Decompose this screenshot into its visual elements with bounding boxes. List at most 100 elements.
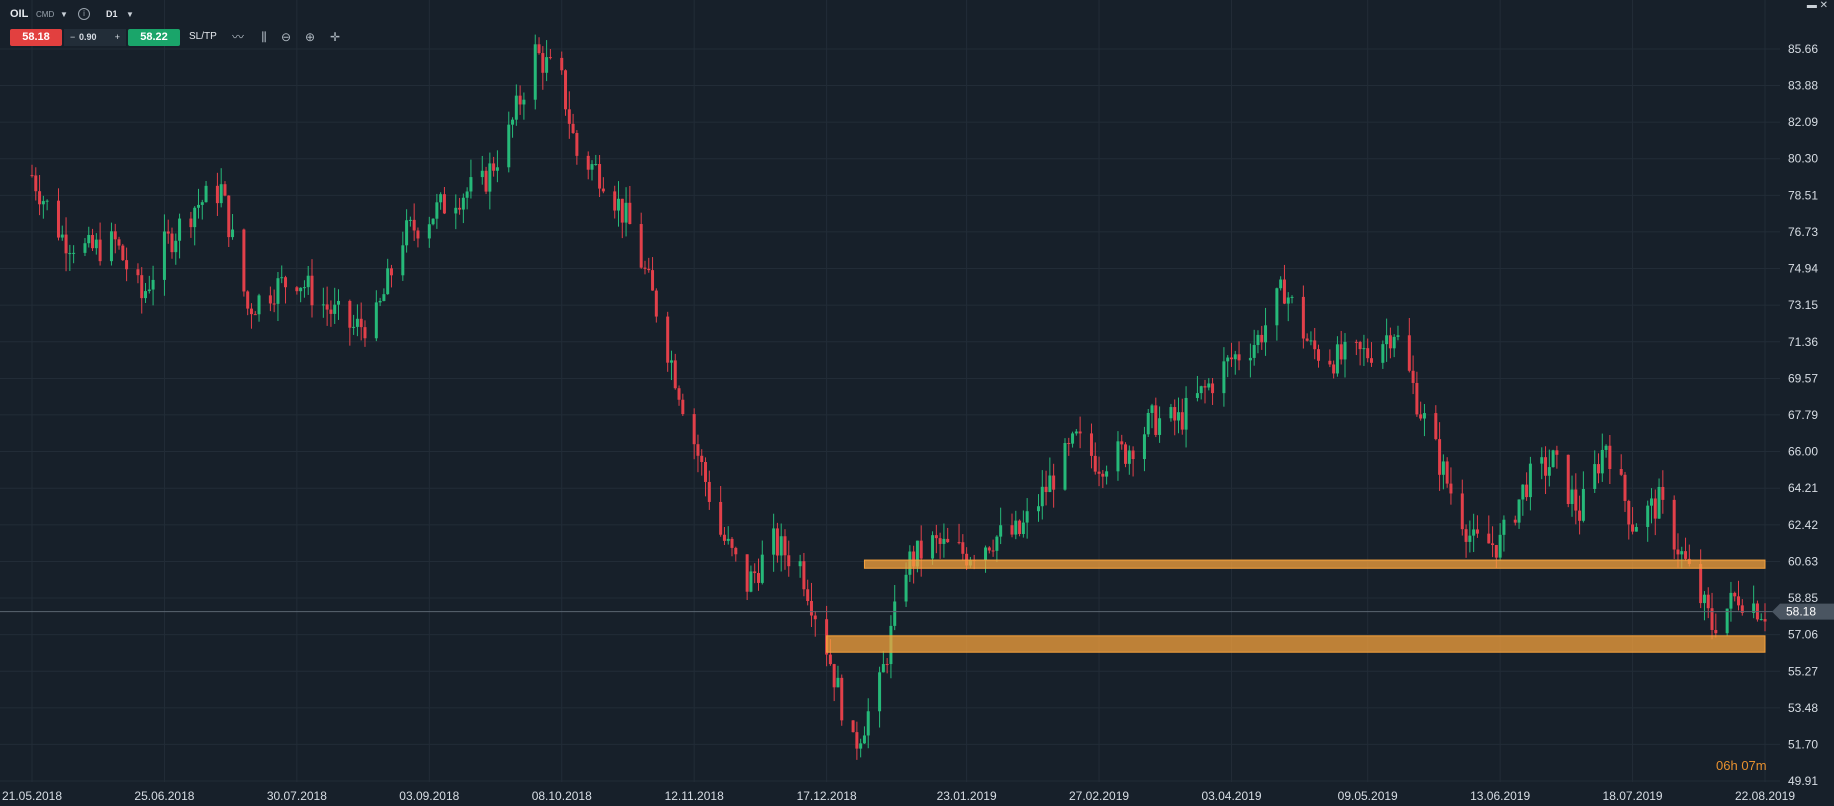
candle-body <box>1248 357 1252 361</box>
candle-body <box>1044 486 1048 493</box>
candle-body <box>1146 412 1150 435</box>
candle-body <box>1089 433 1093 456</box>
candle-body <box>1684 551 1688 559</box>
candle-body <box>166 231 170 234</box>
candle-body <box>885 664 889 666</box>
candle-body <box>125 260 129 270</box>
candle-body <box>1676 549 1680 555</box>
support-zones[interactable] <box>826 559 1766 653</box>
candle-body <box>1472 529 1476 536</box>
countdown-minutes: 07m <box>1741 758 1767 773</box>
support-zone[interactable] <box>826 635 1766 653</box>
candle-body <box>1354 341 1358 343</box>
candle-body <box>219 184 223 204</box>
sell-button[interactable]: 58.18 <box>10 29 62 46</box>
candle-body <box>643 267 647 269</box>
candle-body <box>333 304 337 314</box>
candle-body <box>1328 360 1332 365</box>
candle-body <box>336 300 340 305</box>
candle-body <box>1672 499 1676 550</box>
candle-body <box>673 360 677 389</box>
candle-body <box>1706 594 1710 609</box>
candle-body <box>439 194 443 203</box>
candle-body <box>1264 325 1268 343</box>
candle-body <box>295 287 299 292</box>
candle-body <box>590 164 594 170</box>
zoom-in-icon[interactable]: ⊕ <box>304 30 316 44</box>
candle-body <box>56 200 60 238</box>
info-icon[interactable]: i <box>78 8 90 20</box>
candle-body <box>1631 524 1635 532</box>
candle-body <box>1173 407 1177 421</box>
y-tick-label: 58.85 <box>1788 591 1818 605</box>
candle-body <box>1763 619 1767 622</box>
candle-body <box>1195 393 1199 398</box>
candle-body <box>919 540 923 559</box>
volume-decrease-button[interactable]: − <box>70 32 76 42</box>
candle-body <box>1014 520 1018 535</box>
candle-body <box>382 294 386 301</box>
candle-body <box>461 197 465 210</box>
candle-body <box>405 220 409 246</box>
candle-body <box>38 191 42 205</box>
candle-body <box>511 119 515 125</box>
candle-body <box>193 207 197 228</box>
y-tick-label: 53.48 <box>1788 701 1818 715</box>
candle-body <box>809 600 813 616</box>
candle-body <box>68 253 72 255</box>
candle-body <box>442 194 446 214</box>
candle-body <box>1475 529 1479 534</box>
candle-body <box>734 547 738 555</box>
candle-body <box>1438 439 1442 475</box>
candle-body <box>1494 545 1498 558</box>
buy-button[interactable]: 58.22 <box>128 29 180 46</box>
candle-body <box>1574 489 1578 511</box>
symbol-dropdown-icon[interactable]: ▼ <box>60 10 68 19</box>
candle-body <box>756 573 760 583</box>
x-tick-label: 27.02.2019 <box>1069 789 1129 803</box>
y-tick-label: 74.94 <box>1788 261 1818 275</box>
candle-body <box>1740 605 1744 613</box>
candle-body <box>231 229 235 238</box>
candle-body <box>942 538 946 544</box>
timeframe-selector[interactable]: D1 <box>106 9 118 19</box>
candle-body <box>174 240 178 253</box>
crosshair-icon[interactable]: ✛ <box>329 30 341 44</box>
candle-body <box>178 218 182 241</box>
y-tick-label: 60.63 <box>1788 555 1818 569</box>
candle-body <box>1566 454 1570 504</box>
candle-body <box>1116 441 1120 472</box>
candle-body <box>1699 563 1703 604</box>
candle-body <box>1608 445 1612 470</box>
candle-body <box>94 239 98 249</box>
candle-body <box>30 175 34 177</box>
minimize-icon[interactable]: ▬ <box>1806 0 1817 11</box>
candle-body <box>586 155 590 170</box>
close-icon[interactable]: ✕ <box>1819 0 1828 11</box>
candle-body <box>1071 433 1075 444</box>
support-zone[interactable] <box>863 559 1766 569</box>
volume-increase-button[interactable]: + <box>114 32 120 42</box>
candle-body <box>1396 335 1400 337</box>
y-tick-label: 62.42 <box>1788 518 1818 532</box>
volume-stepper[interactable]: − 0.90 + <box>64 29 126 46</box>
zoom-out-icon[interactable]: ⊖ <box>280 30 292 44</box>
candle-body <box>507 124 511 168</box>
candle-body <box>726 538 730 541</box>
candle-body <box>802 561 806 590</box>
sltp-button[interactable]: SL/TP <box>189 31 217 42</box>
candle-body <box>1207 383 1211 388</box>
candle-body <box>325 304 329 310</box>
candle-body <box>1211 383 1215 394</box>
symbol-name[interactable]: OIL <box>10 8 29 20</box>
candle-body <box>677 388 681 400</box>
candle-body <box>1385 335 1389 345</box>
candle-body <box>692 414 696 445</box>
candle-body <box>98 239 102 262</box>
candle-body <box>412 219 416 231</box>
line-chart-icon[interactable]: 〰 <box>231 30 244 44</box>
timeframe-dropdown-icon[interactable]: ▼ <box>126 10 134 19</box>
candle-body <box>1177 412 1181 421</box>
candles-icon[interactable]: ⫼ <box>261 30 267 44</box>
